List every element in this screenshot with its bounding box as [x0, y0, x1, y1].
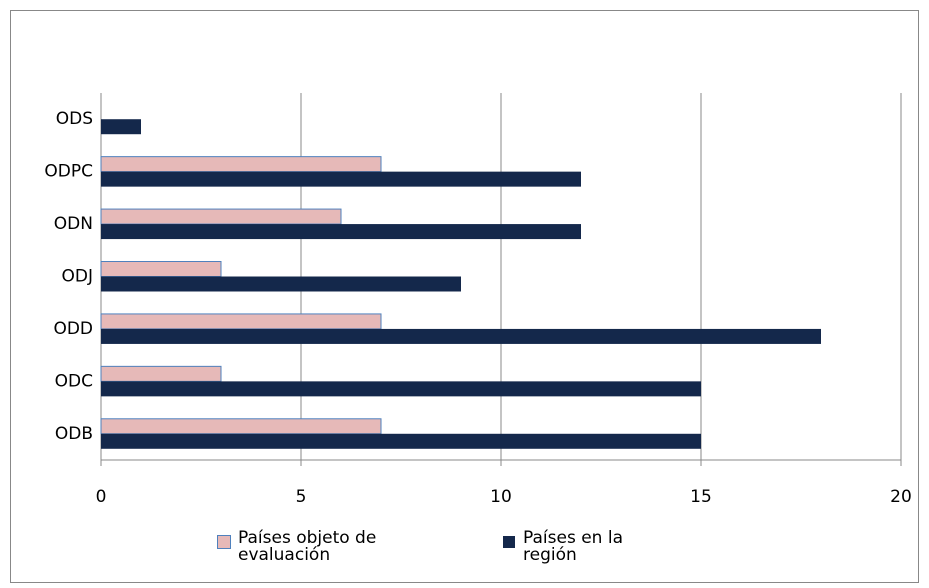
- y-tick-label: ODC: [55, 371, 93, 391]
- legend-label: Países objeto de evaluación: [238, 528, 377, 565]
- bar: [101, 381, 701, 397]
- y-tick-label: ODD: [53, 319, 93, 339]
- y-tick-label: ODPC: [44, 162, 93, 182]
- legend-swatch: [503, 536, 515, 548]
- x-tick-label: 20: [890, 487, 912, 507]
- y-tick-label: ODJ: [62, 267, 94, 287]
- bar: [100, 365, 222, 382]
- bar: [100, 418, 382, 435]
- x-tick-label: 15: [690, 487, 712, 507]
- bar: [101, 433, 701, 449]
- bar: [100, 313, 382, 330]
- legend-swatch: [217, 535, 231, 549]
- bar: [100, 261, 222, 277]
- bar: [101, 224, 581, 240]
- chart-frame: [10, 10, 919, 583]
- y-tick-label: ODN: [54, 214, 93, 234]
- bar: [101, 171, 581, 187]
- bar: [101, 328, 821, 344]
- bar: [100, 208, 342, 225]
- x-tick-label: 5: [296, 487, 307, 507]
- bar: [100, 156, 382, 173]
- y-tick-label: ODS: [56, 109, 93, 129]
- bar: [101, 119, 141, 135]
- bar: [101, 276, 461, 292]
- x-tick-label: 10: [490, 487, 512, 507]
- legend-label: Países en la región: [523, 528, 623, 565]
- y-tick-label: ODB: [55, 424, 93, 444]
- x-tick-label: 0: [96, 487, 107, 507]
